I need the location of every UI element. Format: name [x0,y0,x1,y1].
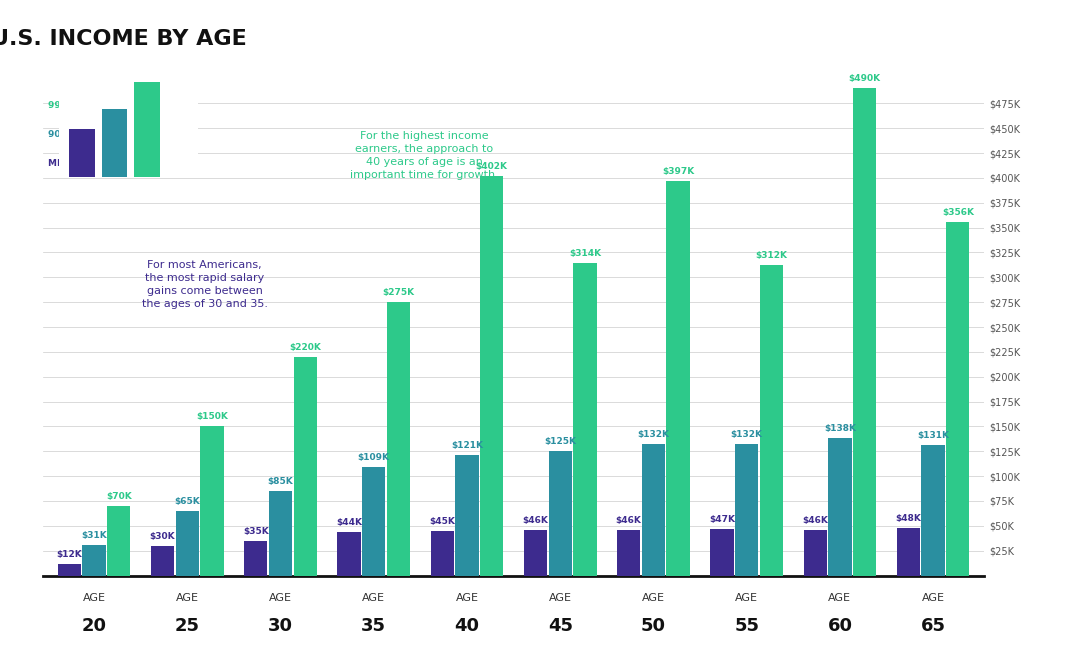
Bar [362,467,385,576]
Bar [430,531,454,576]
Text: $109K: $109K [357,453,389,462]
Text: 45: 45 [548,617,572,635]
Bar [828,438,852,576]
Text: $46K: $46K [522,516,549,525]
Bar [456,455,478,576]
Bar [102,109,127,177]
Text: $220K: $220K [289,343,321,352]
Bar [617,530,640,576]
Text: $30K: $30K [150,532,175,541]
Text: $132K: $132K [731,430,763,439]
Bar [387,302,410,576]
Bar [175,511,199,576]
Text: $131K: $131K [917,432,949,440]
Bar [897,528,920,576]
Text: $85K: $85K [268,477,293,486]
Text: 65: 65 [920,617,946,635]
Text: $314K: $314K [569,249,601,258]
Text: 60: 60 [827,617,853,635]
Text: $125K: $125K [545,438,577,446]
Text: AGE: AGE [828,593,852,604]
Text: $46K: $46K [802,516,828,525]
Text: For the highest income
earners, the approach to
40 years of age is an
important : For the highest income earners, the appr… [350,131,499,181]
Text: 25: 25 [174,617,200,635]
Text: $490K: $490K [849,75,881,84]
Bar [70,129,95,177]
Text: AGE: AGE [642,593,664,604]
Text: $275K: $275K [382,288,414,297]
Text: AGE: AGE [363,593,385,604]
Bar [337,532,361,576]
Text: 30: 30 [268,617,293,635]
Text: $402K: $402K [476,162,507,171]
Text: 20: 20 [81,617,107,635]
Text: AGE: AGE [549,593,571,604]
Text: 35: 35 [362,617,386,635]
Bar [804,530,827,576]
Text: $65K: $65K [174,497,200,506]
Text: $31K: $31K [81,531,107,540]
Bar [134,82,159,177]
Text: $397K: $397K [662,167,694,176]
Bar [946,222,969,576]
Text: For most Americans,
the most rapid salary
gains come between
the ages of 30 and : For most Americans, the most rapid salar… [141,260,268,309]
Bar [82,545,106,576]
Bar [244,541,268,576]
Text: $45K: $45K [429,517,455,526]
Bar [642,444,666,576]
Bar [921,445,945,576]
Bar [107,506,131,576]
Text: MEDIAN INCOME: MEDIAN INCOME [47,158,132,167]
Text: $312K: $312K [755,251,788,260]
Bar [760,266,783,576]
Bar [293,357,317,576]
Text: $35K: $35K [243,526,269,536]
Text: $150K: $150K [196,413,228,421]
Text: $48K: $48K [896,514,921,523]
Text: U.S. INCOME BY AGE: U.S. INCOME BY AGE [0,29,247,49]
Text: 55: 55 [734,617,760,635]
Text: AGE: AGE [456,593,478,604]
Text: AGE: AGE [269,593,292,604]
Text: $356K: $356K [942,208,974,216]
Text: 40: 40 [455,617,479,635]
Text: $46K: $46K [616,516,642,525]
Bar [480,176,503,576]
Text: $44K: $44K [336,518,362,527]
Text: 90TH PERCENTILE: 90TH PERCENTILE [47,129,138,139]
Text: $138K: $138K [824,424,856,434]
Text: AGE: AGE [82,593,106,604]
Text: $121K: $121K [450,441,483,450]
Text: $132K: $132K [638,430,670,439]
Text: $12K: $12K [57,549,82,559]
Text: $70K: $70K [106,492,132,501]
Bar [269,491,292,576]
Bar [735,444,759,576]
Bar [710,529,734,576]
Text: AGE: AGE [175,593,199,604]
Bar [524,530,547,576]
Bar [549,451,571,576]
Text: $47K: $47K [709,515,735,524]
Text: 50: 50 [641,617,666,635]
Text: 99TH PERCENTILE: 99TH PERCENTILE [47,101,139,110]
Bar [151,545,174,576]
Text: AGE: AGE [735,593,759,604]
Bar [853,88,876,576]
Bar [58,564,81,576]
Bar [200,426,224,576]
Text: AGE: AGE [921,593,945,604]
Bar [574,264,597,576]
Bar [667,181,690,576]
